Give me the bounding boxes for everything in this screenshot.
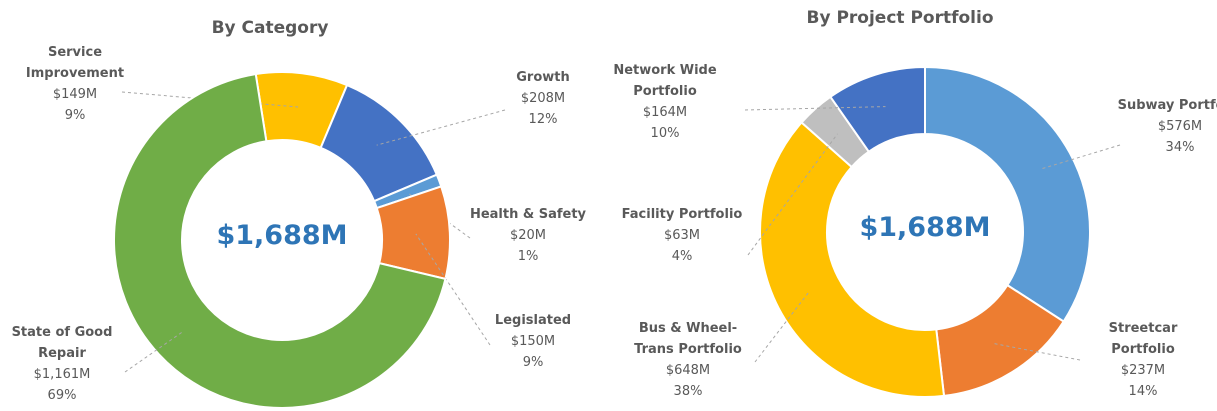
category-name: Legislated (494, 313, 572, 328)
share-label: 34% (1165, 140, 1195, 155)
value-label: $576M (1157, 119, 1203, 134)
slice-label: Bus & Wheel-Trans Portfolio $648M 38% (623, 318, 753, 402)
leader-line (376, 109, 506, 146)
slice-label: Facility Portfolio $63M 4% (617, 204, 747, 267)
chart-title: By Project Portfolio (806, 8, 994, 28)
value-label: $648M (665, 363, 711, 378)
leader-line (994, 343, 1081, 361)
leader-line (747, 133, 838, 256)
category-name: State of Good Repair (11, 325, 113, 361)
slice (113, 72, 447, 409)
value-label: $149M (52, 87, 98, 102)
slice (759, 121, 946, 398)
slice-label: Streetcar Portfolio $237M 14% (1078, 318, 1208, 402)
slice (829, 65, 926, 154)
value-label: $237M (1120, 363, 1166, 378)
share-label: 14% (1128, 384, 1158, 399)
value-label: $63M (663, 228, 701, 243)
value-label: $1,161M (33, 367, 91, 382)
category-name: Bus & Wheel-Trans Portfolio (634, 321, 742, 357)
leader-line (1040, 144, 1121, 170)
share-label: 4% (671, 249, 693, 264)
category-name: Growth (516, 70, 570, 85)
value-label: $150M (510, 334, 556, 349)
slice-label: Legislated $150M 9% (468, 310, 598, 373)
category-name: Service Improvement (25, 45, 125, 81)
slice-label: Network Wide Portfolio $164M 10% (600, 60, 730, 144)
slice-label: State of Good Repair $1,161M 69% (0, 322, 127, 406)
share-label: 9% (522, 355, 544, 370)
category-name: Health & Safety (469, 207, 587, 222)
slice-label: Growth $208M 12% (478, 67, 608, 130)
total-label: $1,688M (859, 212, 991, 243)
category-name: Facility Portfolio (621, 207, 743, 222)
share-label: 12% (528, 112, 558, 127)
value-label: $208M (520, 91, 566, 106)
slice (924, 65, 1092, 323)
category-name: Network Wide Portfolio (613, 63, 717, 99)
category-name: Subway Portfolio (1117, 98, 1217, 113)
total-label: $1,688M (216, 220, 348, 251)
share-label: 38% (673, 384, 703, 399)
leader-line (415, 233, 491, 346)
share-label: 10% (650, 126, 680, 141)
chart-title: By Category (211, 18, 329, 38)
slice-label: Subway Portfolio $576M 34% (1115, 95, 1217, 158)
slice-label: Service Improvement $149M 9% (10, 42, 140, 126)
share-label: 69% (47, 388, 77, 403)
share-label: 9% (64, 108, 86, 123)
category-name: Streetcar Portfolio (1108, 321, 1178, 357)
slice-label: Health & Safety $20M 1% (463, 204, 593, 267)
share-label: 1% (517, 249, 539, 264)
leader-line (754, 292, 809, 363)
value-label: $164M (642, 105, 688, 120)
value-label: $20M (509, 228, 547, 243)
